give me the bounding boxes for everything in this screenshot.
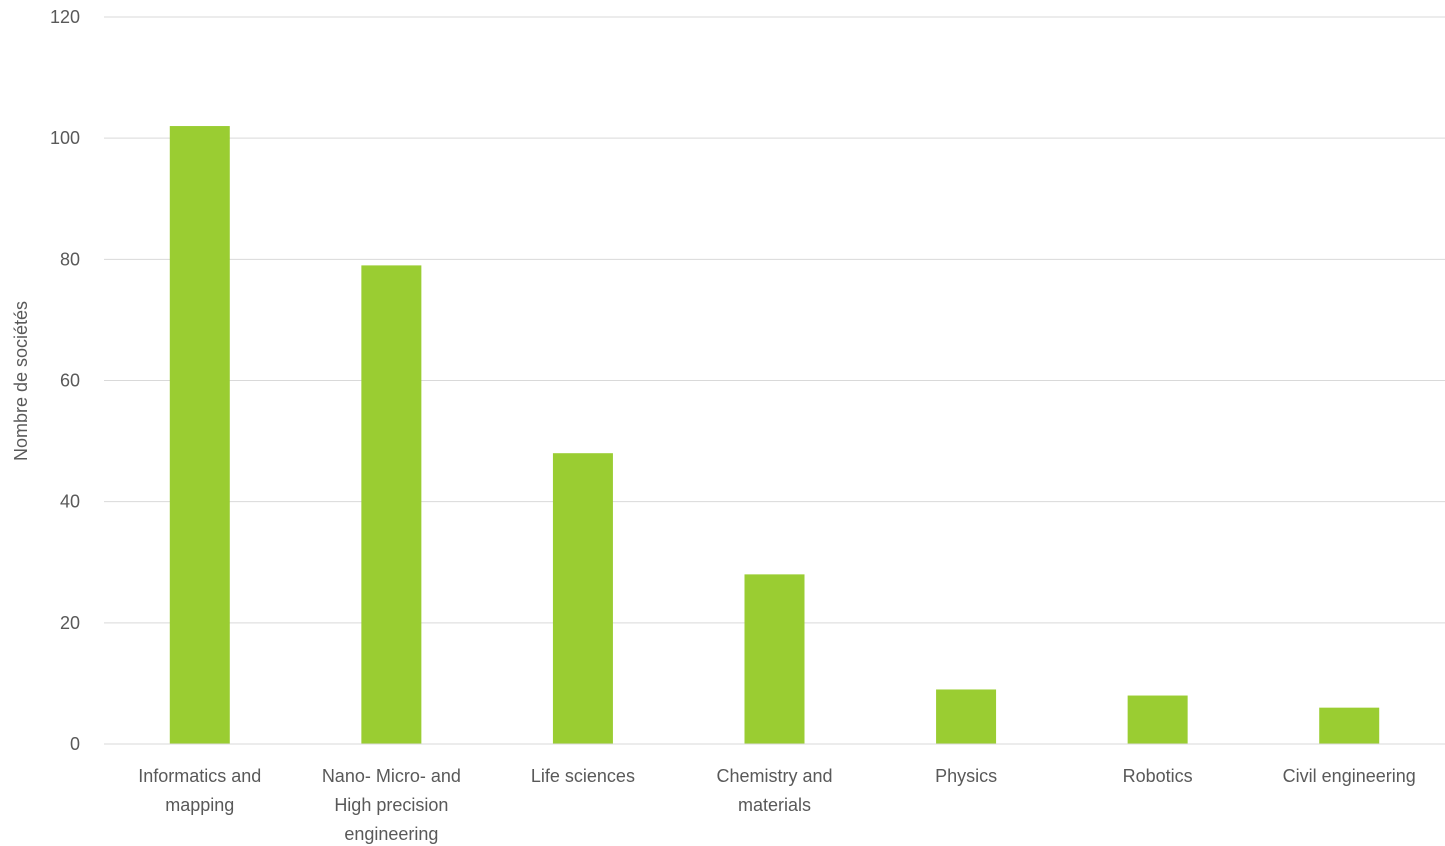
x-category-label-line: Robotics <box>1123 766 1193 786</box>
y-tick-label: 40 <box>60 492 80 512</box>
x-category-label-line: Chemistry and <box>716 766 832 786</box>
y-tick-label: 80 <box>60 249 80 269</box>
bar <box>936 689 997 744</box>
x-category-label-line: Physics <box>935 766 997 786</box>
bar <box>361 265 422 744</box>
y-tick-label: 20 <box>60 613 80 633</box>
bar <box>169 126 230 745</box>
bar <box>552 453 613 744</box>
x-category-label: Robotics <box>1123 766 1193 786</box>
y-axis-title: Nombre de sociétés <box>11 301 31 461</box>
x-category-label-line: High precision <box>334 795 448 815</box>
x-category-label: Nano- Micro- and High precision engineerin… <box>322 766 461 844</box>
x-category-label: Physics <box>935 766 997 786</box>
x-category-labels: Informatics and mapping Nano- Micro- and Hi… <box>138 766 1415 844</box>
x-category-label-line: Life sciences <box>531 766 635 786</box>
x-category-label-line: engineering <box>344 824 438 844</box>
y-tick-label: 100 <box>50 128 80 148</box>
bar <box>744 574 805 744</box>
x-category-label-line: Civil engineering <box>1283 766 1416 786</box>
x-category-label: Chemistry and materials <box>716 766 832 815</box>
x-category-label-line: materials <box>738 795 811 815</box>
x-category-label: Informatics and mapping <box>138 766 261 815</box>
bar <box>1127 695 1188 744</box>
bars <box>169 126 1380 745</box>
x-category-label-line: Informatics and <box>138 766 261 786</box>
y-tick-labels: 0 20 40 60 80 100 120 <box>50 7 80 754</box>
y-tick-label: 120 <box>50 7 80 27</box>
x-category-label-line: Nano- Micro- and <box>322 766 461 786</box>
x-category-label-line: mapping <box>165 795 234 815</box>
y-tick-label: 60 <box>60 371 80 391</box>
x-category-label: Civil engineering <box>1283 766 1416 786</box>
y-tick-label: 0 <box>70 734 80 754</box>
x-category-label: Life sciences <box>531 766 635 786</box>
gridlines <box>104 16 1445 624</box>
bar <box>1319 707 1380 744</box>
